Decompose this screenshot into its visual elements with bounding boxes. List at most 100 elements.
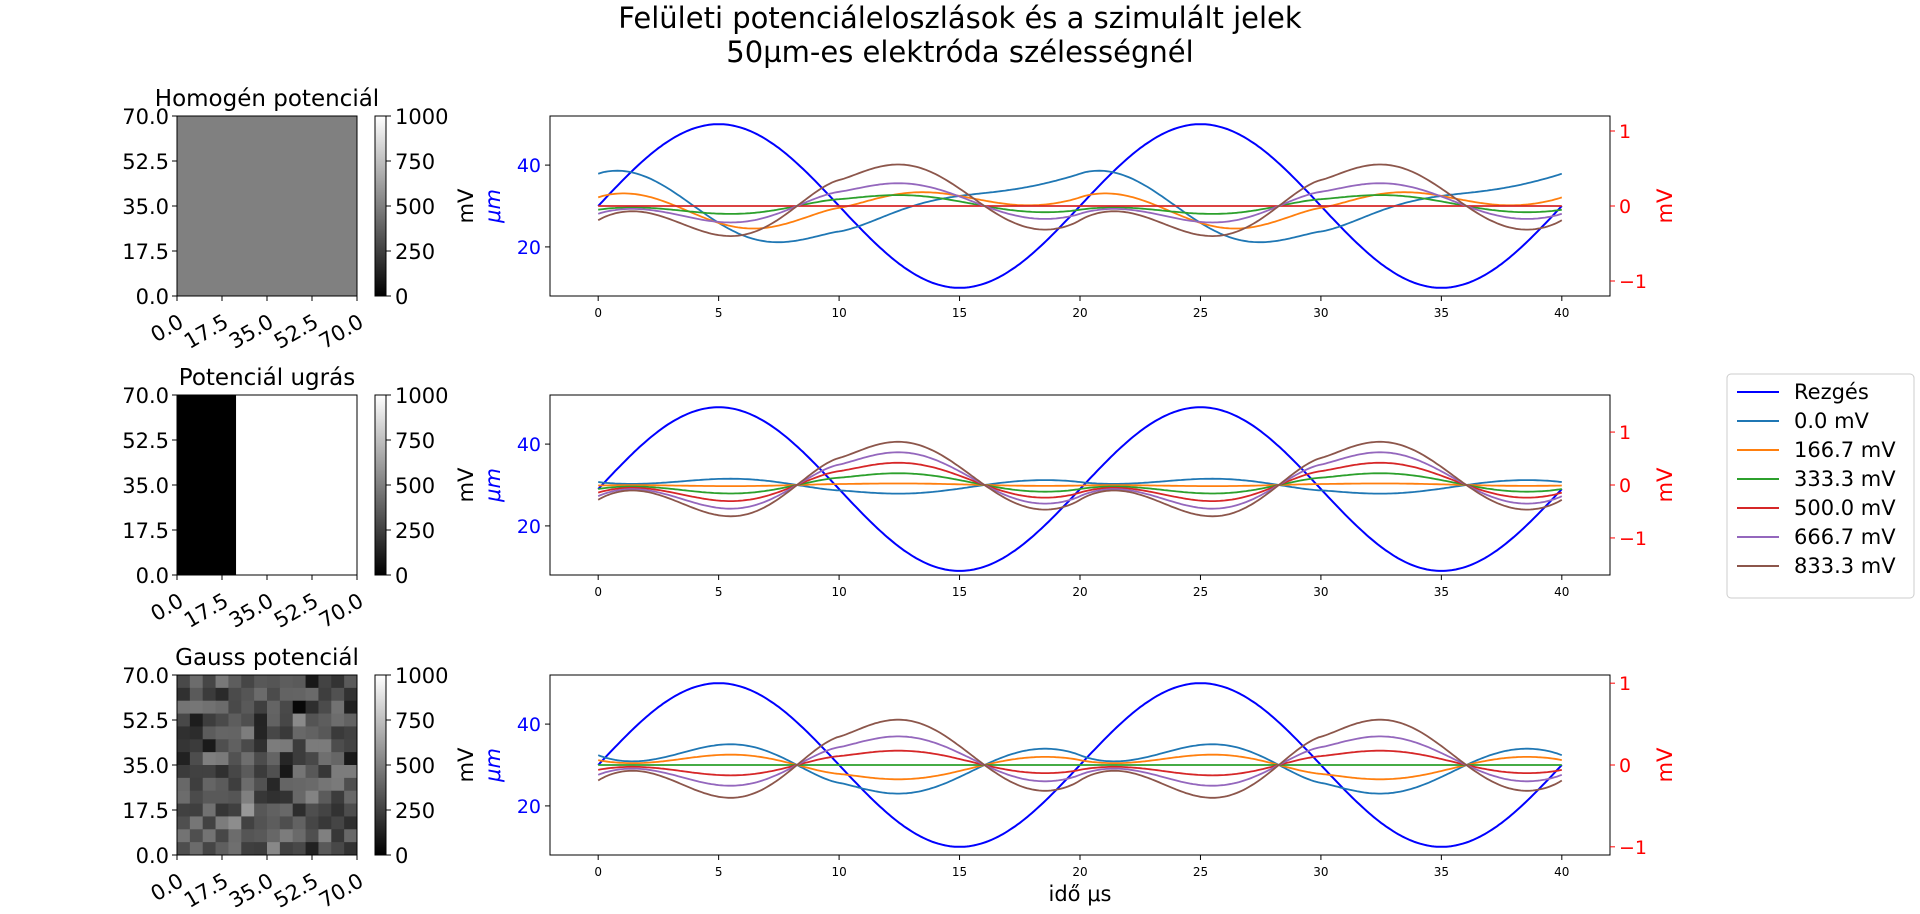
heatmap-cell xyxy=(305,765,319,779)
heatmap-cell xyxy=(228,790,242,804)
heatmap-cell xyxy=(267,829,281,843)
heatmap-title: Homogén potenciál xyxy=(155,86,379,112)
heatmap-cell xyxy=(267,687,281,702)
heatmap-cell xyxy=(202,829,216,843)
heatmap-cell xyxy=(177,687,191,702)
heatmap-cell xyxy=(267,700,281,714)
heatmap-cell xyxy=(331,777,345,792)
heatmap-cell xyxy=(344,726,358,740)
heatmap-cell xyxy=(228,842,242,856)
colorbar-tick-label: 750 xyxy=(395,429,435,453)
colorbar-label: mV xyxy=(454,188,478,223)
heatmap-cell xyxy=(241,752,255,766)
colorbar-label: mV xyxy=(454,747,478,782)
heatmap-cell xyxy=(189,816,204,830)
colorbar-label: mV xyxy=(454,467,478,502)
heatmap-cell xyxy=(318,765,332,779)
signal-line xyxy=(597,191,1563,230)
heatmap-xtick-label: 70.0 xyxy=(315,310,368,354)
heatmap-cell xyxy=(177,829,191,843)
heatmap-cell xyxy=(318,777,332,792)
left-y-tick-label: 40 xyxy=(517,714,541,736)
heatmap-cell xyxy=(202,790,216,804)
heatmap-cell xyxy=(189,842,204,856)
colorbar-tick-label: 0 xyxy=(395,564,408,588)
heatmap-cell xyxy=(331,816,345,830)
x-tick-label: 5 xyxy=(715,865,723,879)
heatmap-cell xyxy=(344,790,358,804)
heatmap-ytick-label: 52.5 xyxy=(122,709,169,733)
heatmap-cell xyxy=(331,842,345,856)
heatmap-cell xyxy=(215,790,229,804)
heatmap-cell xyxy=(292,700,306,714)
signal-line xyxy=(598,482,1562,487)
heatmap-cell xyxy=(254,842,268,856)
heatmap-ytick-label: 0.0 xyxy=(136,285,169,309)
x-tick-label: 15 xyxy=(952,865,967,879)
heatmap-cell xyxy=(189,687,204,702)
heatmap-ytick-label: 35.0 xyxy=(122,474,169,498)
colorbar-tick-label: 0 xyxy=(395,844,408,868)
heatmap-cell xyxy=(241,687,255,702)
x-tick-label: 0 xyxy=(594,865,602,879)
heatmap-cell xyxy=(344,816,358,830)
figure-title-line2: 50µm-es elektróda szélességnél xyxy=(726,35,1193,69)
heatmap-cell xyxy=(305,713,319,727)
heatmap-cell xyxy=(292,713,306,727)
x-label: idő μs xyxy=(1049,882,1112,906)
heatmap-cell xyxy=(318,803,332,817)
heatmap-cell xyxy=(292,739,306,753)
heatmap-cell xyxy=(305,790,319,804)
heatmap-cell xyxy=(189,803,204,817)
heatmap-cell xyxy=(344,687,358,702)
heatmap-cell xyxy=(254,752,268,766)
legend-label: 666.7 mV xyxy=(1794,525,1896,549)
heatmap-xtick-label: 17.5 xyxy=(180,310,233,354)
heatmap-cell xyxy=(228,816,242,830)
heatmap-cell xyxy=(254,829,268,843)
heatmap-cell xyxy=(279,829,294,843)
colorbar-tick-label: 500 xyxy=(395,474,435,498)
heatmap-cell xyxy=(318,713,332,727)
heatmap-cell xyxy=(279,700,294,714)
heatmap-cell xyxy=(241,829,255,843)
heatmap-ytick-label: 17.5 xyxy=(122,240,169,264)
heatmap-cell xyxy=(279,726,294,740)
heatmap-cell xyxy=(241,816,255,830)
legend-label: 833.3 mV xyxy=(1794,554,1896,578)
heatmap-cell xyxy=(189,790,204,804)
heatmap-cell xyxy=(267,777,281,792)
legend: Rezgés 0.0 mV 166.7 mV 333.3 mV 500.0 mV 666.… xyxy=(1726,373,1915,599)
signal-line xyxy=(597,169,1563,244)
signal-line xyxy=(598,749,1562,777)
heatmap-cell xyxy=(279,803,294,817)
heatmap-cell xyxy=(177,816,191,830)
heatmap-cell xyxy=(267,752,281,766)
heatmap-cell xyxy=(279,777,294,792)
x-tick-label: 20 xyxy=(1072,585,1087,599)
heatmap-cell xyxy=(202,765,216,779)
x-tick-label: 35 xyxy=(1434,865,1449,879)
heatmap-cell xyxy=(189,700,204,714)
heatmap-cell xyxy=(267,675,281,689)
heatmap-cell xyxy=(215,816,229,830)
x-tick-label: 30 xyxy=(1313,585,1328,599)
heatmap-cell xyxy=(228,700,242,714)
heatmap-cell xyxy=(292,765,306,779)
heatmap-cell xyxy=(189,739,204,753)
heatmap-cell xyxy=(177,777,191,792)
right-y-tick-label: 1 xyxy=(1619,121,1631,143)
heatmap-cell xyxy=(241,790,255,804)
heatmap-cell xyxy=(241,726,255,740)
heatmap-ytick-label: 70.0 xyxy=(122,384,169,408)
colorbar-tick-label: 1000 xyxy=(395,384,448,408)
x-tick-label: 10 xyxy=(831,306,846,320)
colorbar-tick-label: 250 xyxy=(395,240,435,264)
signal-line xyxy=(598,477,1562,495)
heatmap-cell xyxy=(292,842,306,856)
heatmap-cell xyxy=(241,777,255,792)
heatmap-cell xyxy=(215,752,229,766)
heatmap-cell xyxy=(305,803,319,817)
colorbar xyxy=(374,674,387,856)
heatmap-cell xyxy=(279,713,294,727)
